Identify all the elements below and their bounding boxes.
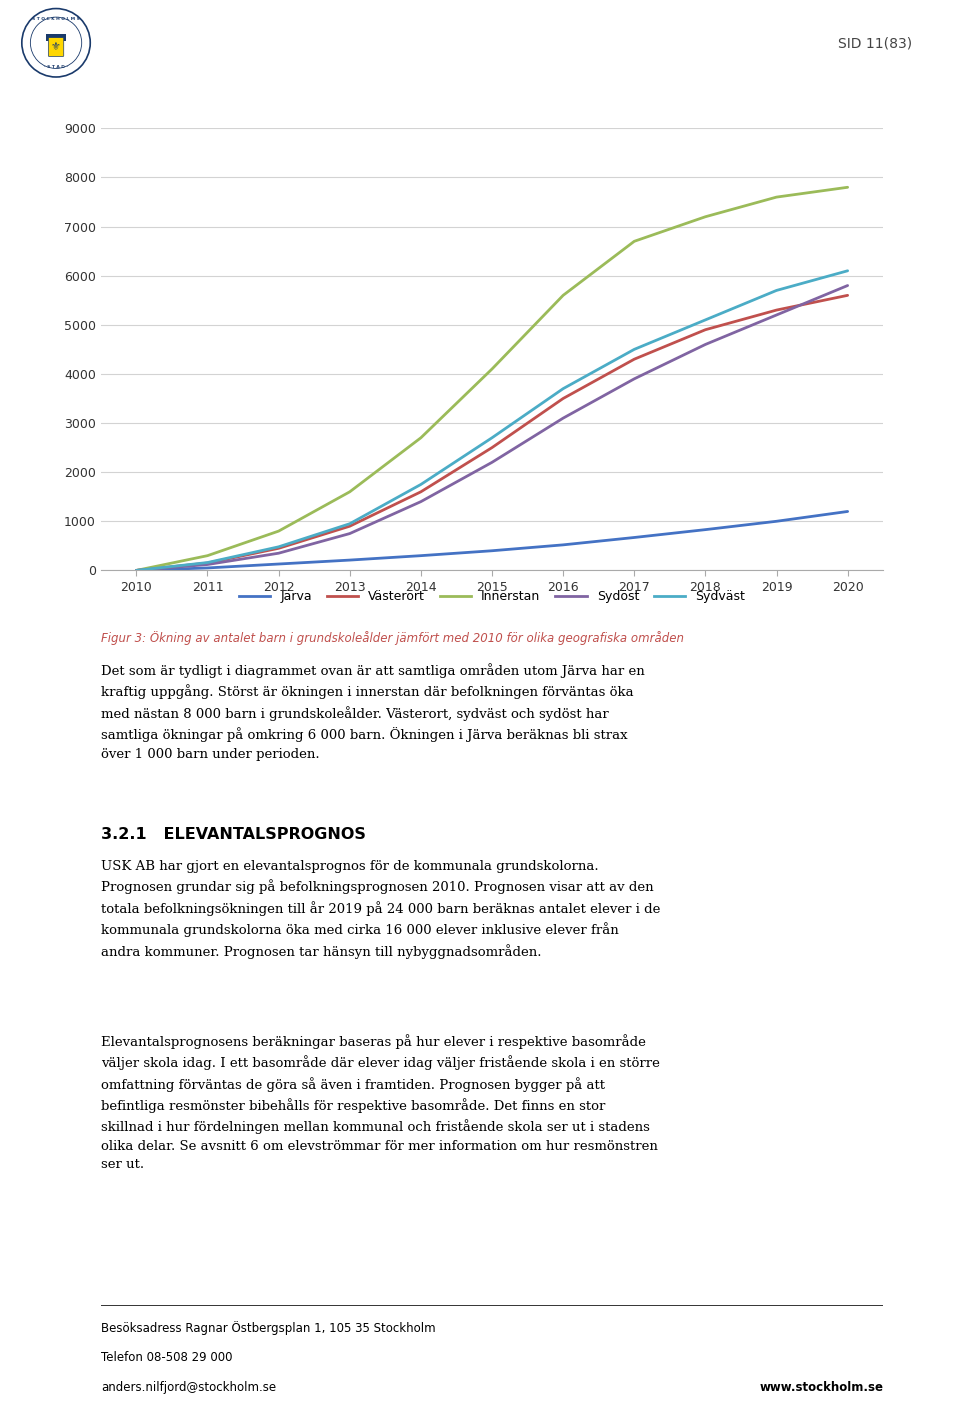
FancyBboxPatch shape xyxy=(46,34,66,41)
Text: SID 11(83): SID 11(83) xyxy=(838,37,912,50)
Legend: Järva, Västerort, Innerstan, Sydöst, Sydväst: Järva, Västerort, Innerstan, Sydöst, Syd… xyxy=(234,585,750,609)
Text: www.stockholm.se: www.stockholm.se xyxy=(759,1380,883,1393)
FancyBboxPatch shape xyxy=(48,37,63,57)
Text: anders.nilfjord@stockholm.se: anders.nilfjord@stockholm.se xyxy=(101,1380,276,1393)
Text: Elevantalsprognosens beräkningar baseras på hur elever i respektive basområde
vä: Elevantalsprognosens beräkningar baseras… xyxy=(101,1034,660,1171)
Text: ⚜: ⚜ xyxy=(51,41,61,53)
Text: Telefon 08-508 29 000: Telefon 08-508 29 000 xyxy=(101,1352,232,1365)
Text: · S T A D ·: · S T A D · xyxy=(44,64,68,68)
Text: S T O C K H O L M S: S T O C K H O L M S xyxy=(32,17,80,21)
Text: Besöksadress Ragnar Östbergsplan 1, 105 35 Stockholm: Besöksadress Ragnar Östbergsplan 1, 105 … xyxy=(101,1322,436,1335)
Text: Figur 3: Ökning av antalet barn i grundskoleålder jämfört med 2010 för olika geo: Figur 3: Ökning av antalet barn i grunds… xyxy=(101,632,684,645)
Text: USK AB har gjort en elevantalsprognos för de kommunala grundskolorna.
Prognosen : USK AB har gjort en elevantalsprognos fö… xyxy=(101,860,660,958)
Text: Det som är tydligt i diagrammet ovan är att samtliga områden utom Järva har en
k: Det som är tydligt i diagrammet ovan är … xyxy=(101,663,644,761)
Text: 3.2.1   ELEVANTALSPROGNOS: 3.2.1 ELEVANTALSPROGNOS xyxy=(101,827,366,843)
